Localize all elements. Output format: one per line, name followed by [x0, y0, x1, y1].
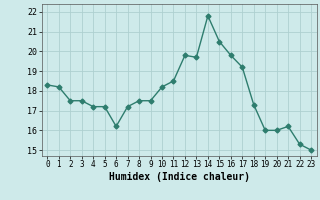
X-axis label: Humidex (Indice chaleur): Humidex (Indice chaleur) — [109, 172, 250, 182]
